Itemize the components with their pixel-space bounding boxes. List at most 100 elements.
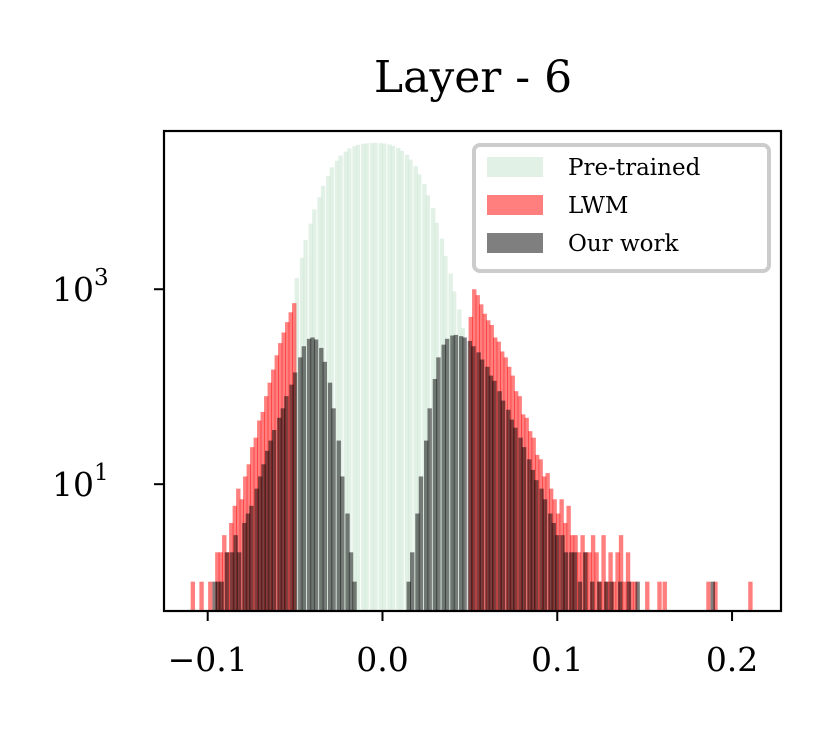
bar-lwm-57 bbox=[576, 552, 582, 611]
bar-our-work-51 bbox=[476, 352, 481, 611]
bar-lwm-3 bbox=[215, 552, 220, 611]
bar-our-work-64 bbox=[530, 469, 535, 611]
bar-lwm-76 bbox=[662, 581, 667, 611]
legend-label-our-work: Our work bbox=[568, 231, 680, 257]
bar-our-work-74 bbox=[572, 552, 577, 611]
bar-pre-trained-25 bbox=[404, 154, 410, 611]
bar-our-work-21 bbox=[298, 357, 303, 611]
legend-swatch-pre-trained bbox=[487, 157, 543, 177]
bar-pre-trained-11 bbox=[343, 151, 348, 611]
y-tick-label: 101 bbox=[52, 460, 109, 504]
bar-pre-trained-14 bbox=[355, 144, 361, 611]
bar-our-work-73 bbox=[569, 552, 574, 611]
bar-lwm-70 bbox=[622, 581, 627, 611]
bar-our-work-19 bbox=[289, 384, 294, 611]
bar-our-work-49 bbox=[467, 340, 473, 611]
bar-lwm-4 bbox=[218, 552, 223, 611]
bar-pre-trained-26 bbox=[408, 159, 413, 612]
bar-our-work-57 bbox=[500, 400, 506, 611]
bar-our-work-50 bbox=[471, 346, 476, 611]
bar-our-work-62 bbox=[521, 447, 527, 611]
series-our-work bbox=[212, 334, 716, 611]
bar-our-work-30 bbox=[336, 440, 341, 611]
bar-lwm-67 bbox=[611, 581, 617, 611]
bar-pre-trained-9 bbox=[334, 160, 340, 611]
legend-swatch-our-work bbox=[487, 233, 543, 253]
bar-our-work-6 bbox=[236, 552, 242, 611]
bar-our-work-26 bbox=[319, 347, 324, 611]
bar-our-work-23 bbox=[306, 338, 312, 611]
bar-our-work-29 bbox=[331, 408, 336, 611]
x-tick-label: 0.2 bbox=[706, 640, 758, 679]
bar-our-work-63 bbox=[527, 459, 532, 611]
bar-our-work-22 bbox=[301, 346, 307, 611]
bar-our-work-77 bbox=[590, 581, 595, 611]
plot-frame bbox=[162, 129, 783, 613]
bar-our-work-55 bbox=[492, 380, 497, 611]
bar-our-work-11 bbox=[257, 476, 263, 611]
bar-our-work-61 bbox=[518, 437, 523, 611]
bar-our-work-38 bbox=[418, 476, 424, 611]
bar-our-work-16 bbox=[277, 417, 282, 611]
bar-pre-trained-27 bbox=[413, 166, 418, 612]
bar-lwm-77 bbox=[706, 581, 711, 611]
bar-pre-trained-19 bbox=[378, 143, 383, 611]
bar-pre-trained-13 bbox=[352, 146, 357, 612]
bar-our-work-31 bbox=[340, 476, 345, 611]
bar-our-work-17 bbox=[280, 408, 286, 611]
y-tick-label: 103 bbox=[52, 265, 109, 309]
bar-our-work-36 bbox=[410, 552, 415, 611]
legend-label-pre-trained: Pre-trained bbox=[568, 155, 701, 181]
bar-our-work-46 bbox=[453, 334, 459, 611]
bar-our-work-34 bbox=[352, 581, 357, 611]
bar-our-work-44 bbox=[444, 338, 450, 611]
bar-lwm-5 bbox=[222, 535, 227, 611]
bar-our-work-28 bbox=[327, 382, 333, 611]
legend-box bbox=[472, 143, 771, 273]
bar-pre-trained-28 bbox=[417, 174, 422, 611]
bar-lwm-54 bbox=[566, 505, 571, 611]
bar-our-work-43 bbox=[441, 344, 446, 611]
bar-lwm-20 bbox=[274, 355, 279, 611]
legend-swatch-lwm bbox=[487, 195, 543, 215]
bar-our-work-1 bbox=[216, 581, 221, 611]
bar-our-work-83 bbox=[635, 581, 640, 611]
bar-our-work-5 bbox=[233, 535, 238, 611]
bar-lwm-69 bbox=[618, 535, 624, 611]
bar-our-work-37 bbox=[415, 513, 420, 611]
bar-our-work-65 bbox=[534, 480, 539, 611]
bar-pre-trained-17 bbox=[369, 143, 375, 612]
bar-our-work-53 bbox=[485, 366, 490, 611]
bar-lwm-72 bbox=[629, 581, 634, 611]
bar-pre-trained-23 bbox=[396, 147, 401, 612]
bar-our-work-75 bbox=[577, 581, 583, 611]
bar-our-work-33 bbox=[348, 552, 354, 611]
bar-our-work-8 bbox=[245, 513, 251, 611]
x-tick-label: −0.1 bbox=[168, 640, 248, 679]
bar-our-work-78 bbox=[597, 581, 602, 611]
bar-our-work-58 bbox=[506, 409, 511, 611]
bar-our-work-80 bbox=[609, 581, 614, 611]
bar-our-work-0 bbox=[212, 581, 217, 611]
bar-our-work-39 bbox=[424, 440, 429, 611]
bar-our-work-3 bbox=[224, 552, 230, 611]
bar-our-work-67 bbox=[542, 499, 548, 611]
bar-our-work-27 bbox=[322, 361, 327, 611]
bar-lwm-61 bbox=[590, 535, 596, 611]
bar-our-work-66 bbox=[539, 488, 544, 611]
bar-our-work-72 bbox=[563, 552, 569, 611]
bar-our-work-69 bbox=[551, 522, 556, 611]
x-tick-label: 0.0 bbox=[356, 640, 408, 679]
bar-lwm-2 bbox=[208, 581, 213, 611]
bar-pre-trained-12 bbox=[347, 148, 352, 611]
bar-pre-trained-15 bbox=[361, 143, 366, 612]
bar-our-work-32 bbox=[345, 513, 350, 611]
bar-lwm-74 bbox=[645, 581, 650, 611]
bar-lwm-1 bbox=[199, 581, 204, 611]
bar-our-work-10 bbox=[254, 488, 259, 611]
bar-our-work-9 bbox=[249, 505, 254, 611]
bar-pre-trained-22 bbox=[390, 145, 396, 611]
bar-our-work-81 bbox=[618, 581, 623, 611]
bar-lwm-0 bbox=[190, 581, 196, 611]
